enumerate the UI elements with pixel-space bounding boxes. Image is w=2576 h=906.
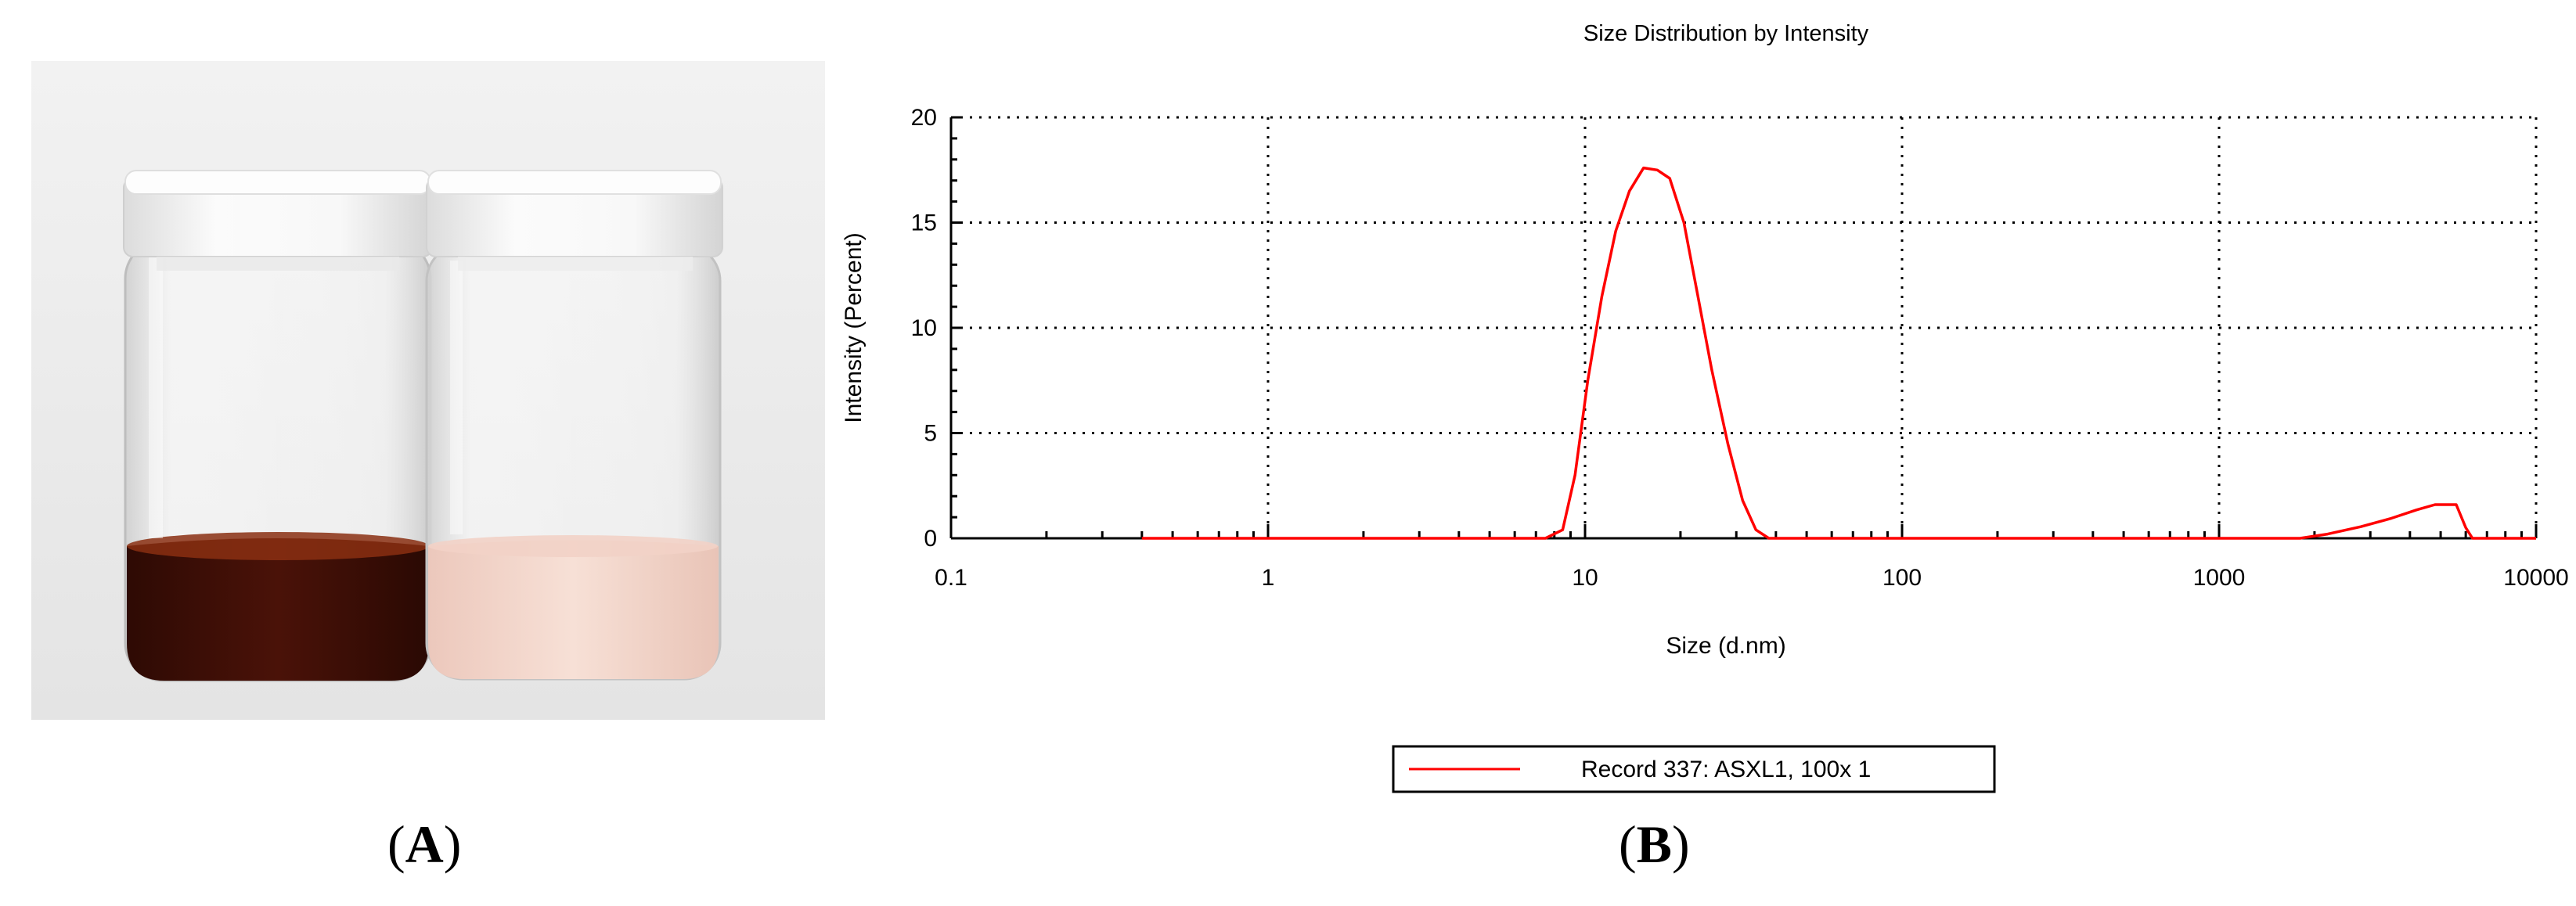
size-distribution-chart: Size Distribution by Intensity 0.1 1 10 100… <box>841 21 2569 793</box>
legend: Record 337: ASXL1, 100x 1 <box>1392 745 1996 793</box>
x-tick-label: 100 <box>1882 565 1922 591</box>
x-tick-labels: 0.1 1 10 100 1000 10000 <box>935 565 2569 591</box>
y-tick-label: 15 <box>911 210 937 236</box>
y-tick-label: 10 <box>911 315 937 341</box>
x-tick-label: 0.1 <box>935 565 967 591</box>
x-tick-label: 1000 <box>2193 565 2246 591</box>
pale-solution-vial <box>425 170 723 681</box>
vials-photo <box>31 61 825 720</box>
dark-solution-vial <box>123 170 433 682</box>
y-tick-label: 0 <box>924 526 937 552</box>
panel-a-label: (A) <box>387 814 462 874</box>
y-axis-label: Intensity (Percent) <box>841 232 866 422</box>
y-tick-label: 20 <box>911 105 937 131</box>
panel-b-label: (B) <box>1619 814 1690 874</box>
legend-entry: Record 337: ASXL1, 100x 1 <box>1581 757 1871 782</box>
chart-title: Size Distribution by Intensity <box>1583 21 1869 46</box>
x-tick-label: 1 <box>1262 565 1275 591</box>
y-tick-labels: 0 5 10 15 20 <box>911 105 937 552</box>
x-tick-label: 10 <box>1572 565 1598 591</box>
axes <box>949 116 2538 540</box>
x-axis-label: Size (d.nm) <box>1666 633 1785 659</box>
data-series <box>1141 166 2536 540</box>
grid-lines <box>951 116 2538 538</box>
y-tick-label: 5 <box>924 421 937 447</box>
x-tick-label: 10000 <box>2503 565 2568 591</box>
series-line-0 <box>1141 166 2536 540</box>
